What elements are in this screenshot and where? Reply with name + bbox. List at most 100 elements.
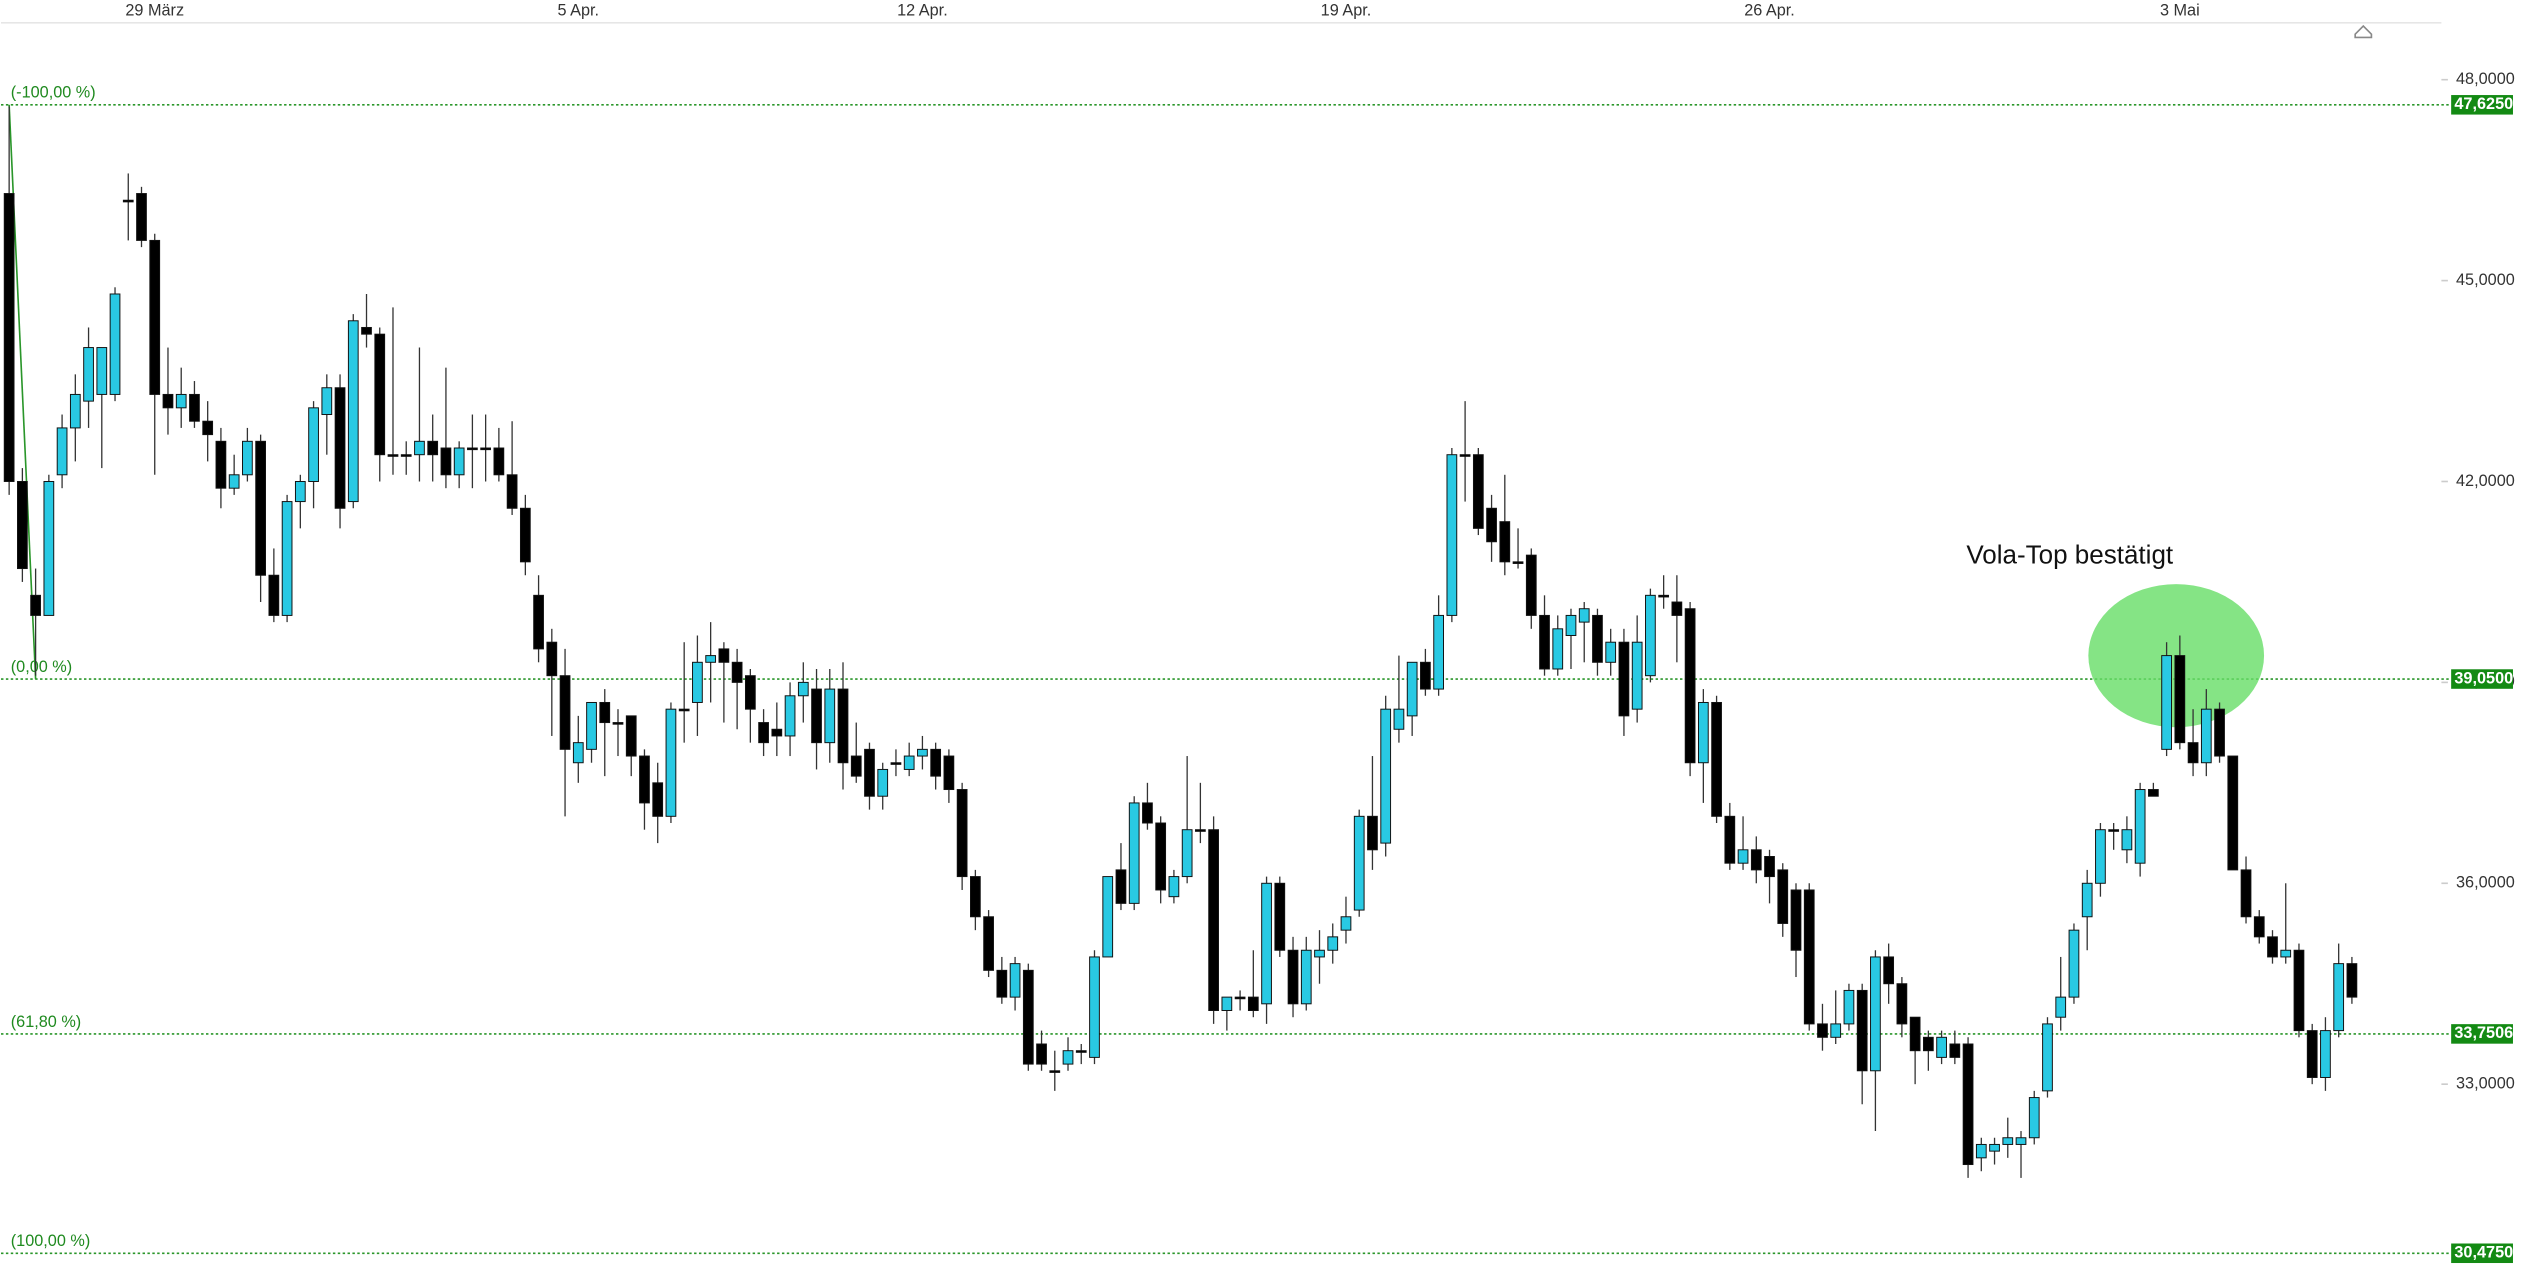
- candle-body: [2095, 829, 2106, 884]
- candle-body: [970, 876, 981, 918]
- candle-body: [374, 333, 386, 456]
- candle-body: [2068, 929, 2080, 998]
- candle-body: [1274, 882, 1286, 951]
- candle-body: [1817, 1023, 1828, 1038]
- candle-body: [2148, 789, 2159, 797]
- candle-body: [1102, 876, 1114, 958]
- candle-body: [1340, 916, 1352, 931]
- candle-body: [1142, 802, 1153, 824]
- candle-body: [347, 320, 359, 503]
- candle-body: [109, 293, 121, 395]
- candle-body: [1049, 1070, 1061, 1073]
- candle-body: [228, 474, 240, 489]
- fib-value-label: 33,7506: [2454, 1024, 2513, 1042]
- candles: [3, 106, 2358, 1178]
- candle-body: [1989, 1143, 2000, 1152]
- x-tick-label: 5 Apr.: [558, 2, 600, 20]
- candle-body: [1433, 614, 1444, 690]
- candle-body: [1896, 983, 1908, 1025]
- candle-body: [519, 507, 531, 563]
- candle-body: [400, 454, 412, 457]
- candle-body: [2200, 708, 2212, 764]
- candle-body: [202, 420, 214, 436]
- candle-body: [2253, 916, 2265, 938]
- candle-body: [1115, 869, 1127, 904]
- candle-body: [1962, 1043, 1974, 1166]
- candle-body: [1750, 849, 1762, 871]
- candle-body: [1261, 882, 1272, 1005]
- candle-body: [56, 427, 68, 476]
- candle-body: [1909, 1016, 1921, 1052]
- candle-body: [2015, 1137, 2027, 1145]
- candle-body: [956, 789, 968, 878]
- candle-body: [1486, 507, 1497, 543]
- candle-body: [294, 481, 306, 503]
- fib-value-box: [2451, 669, 2513, 689]
- candle-body: [215, 440, 227, 489]
- candle-body: [2028, 1097, 2040, 1139]
- candle-body: [2280, 949, 2292, 958]
- candle-body: [559, 675, 571, 750]
- candle-body: [17, 481, 28, 570]
- candle-body: [1009, 963, 1021, 998]
- candle-body: [1380, 708, 1392, 844]
- candle-body: [917, 748, 928, 757]
- home-icon[interactable]: [2354, 24, 2373, 39]
- candle-body: [943, 755, 955, 791]
- candle-body: [1671, 601, 1683, 616]
- annotation: Vola-Top bestätigt: [1966, 539, 2174, 569]
- candle-body: [2187, 742, 2199, 764]
- candle-body: [1658, 594, 1670, 598]
- candle-body: [1446, 454, 1458, 616]
- candle-body: [903, 755, 915, 770]
- candle-body: [1208, 829, 1219, 1012]
- candle-body: [771, 728, 783, 737]
- candle-body: [1922, 1036, 1934, 1052]
- candle-body: [996, 969, 1008, 998]
- candle-body: [890, 762, 902, 765]
- candle-body: [1790, 889, 1802, 951]
- candle-body: [2174, 655, 2186, 744]
- candle-body: [864, 748, 875, 797]
- candle-body: [136, 193, 147, 241]
- candle-body: [1697, 701, 1709, 764]
- x-tick-label: 19 Apr.: [1321, 2, 1372, 20]
- candle-body: [1737, 849, 1749, 864]
- candle-body: [1406, 661, 1418, 717]
- candle-body: [625, 715, 637, 757]
- candle-body: [255, 440, 266, 576]
- candle-body: [1247, 996, 1259, 1012]
- x-tick-label: 12 Apr.: [897, 2, 948, 20]
- fib-value-label: 39,0500: [2454, 669, 2513, 687]
- candle-body: [189, 393, 200, 422]
- candle-body: [983, 916, 994, 971]
- candle-body: [1539, 614, 1550, 670]
- candle-body: [2108, 829, 2120, 832]
- candle-body: [1195, 829, 1206, 832]
- candle-body: [83, 347, 94, 402]
- y-tick-label: 45,0000: [2456, 271, 2515, 289]
- candle-body: [149, 239, 161, 395]
- candle-body: [1830, 1023, 1842, 1038]
- fib-label: (-100,00 %): [11, 84, 96, 102]
- candle-body: [1181, 829, 1193, 878]
- candle-body: [797, 681, 809, 697]
- candle-body: [652, 782, 664, 817]
- candle-body: [586, 701, 597, 750]
- candle-body: [1327, 936, 1339, 951]
- candle-body: [1314, 949, 1325, 958]
- candle-body: [162, 393, 174, 409]
- candle-body: [1684, 608, 1696, 764]
- candle-body: [387, 454, 399, 457]
- candle-body: [533, 594, 544, 650]
- candle-body: [1592, 614, 1603, 663]
- candle-body: [678, 708, 690, 712]
- candle-body: [784, 695, 796, 737]
- candle-body: [2002, 1137, 2014, 1145]
- x-tick-label: 26 Apr.: [1744, 2, 1795, 20]
- candle-body: [1525, 554, 1537, 616]
- candle-body: [1803, 889, 1815, 1025]
- candle-body: [1459, 454, 1471, 457]
- candle-body: [930, 748, 942, 777]
